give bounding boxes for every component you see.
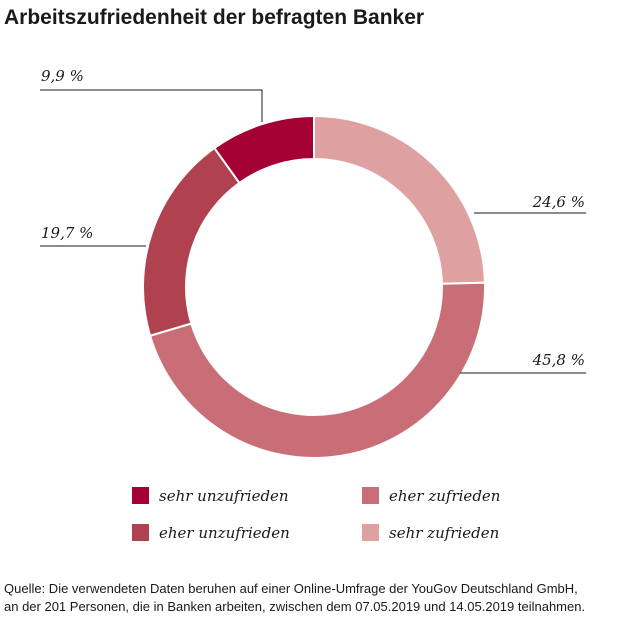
- slice-eher-unzufrieden: [142, 146, 241, 337]
- value-label-sehr-unzufrieden: 9,9 %: [41, 67, 84, 85]
- legend-swatch-sehr-zufrieden: [362, 524, 379, 541]
- leader-sehr-unzufrieden: [40, 89, 263, 122]
- legend-swatch-sehr-unzufrieden: [132, 487, 149, 504]
- callout-leaders: [40, 89, 586, 374]
- legend-label-eher-zufrieden: eher zufrieden: [389, 487, 500, 505]
- legend-swatch-eher-unzufrieden: [132, 524, 149, 541]
- donut-slices: [142, 114, 486, 459]
- slice-sehr-unzufrieden: [212, 114, 315, 185]
- chart-title: Arbeitszufriedenheit der befragten Banke…: [4, 6, 424, 29]
- source-line-1: Quelle: Die verwendeten Daten beruhen au…: [4, 581, 578, 596]
- legend-label-eher-unzufrieden: eher unzufrieden: [159, 524, 290, 542]
- callout-labels: 9,9 % 24,6 % 19,7 % 45,8 %: [41, 67, 585, 369]
- legend-label-sehr-unzufrieden: sehr unzufrieden: [159, 487, 289, 505]
- legend-label-sehr-zufrieden: sehr zufrieden: [389, 524, 499, 542]
- slice-sehr-zufrieden: [313, 114, 486, 285]
- value-label-sehr-zufrieden: 24,6 %: [532, 193, 585, 211]
- legend-swatch-eher-zufrieden: [362, 487, 379, 504]
- legend: sehr unzufrieden eher zufrieden eher unzuf…: [132, 487, 500, 542]
- source-line-2: an der 201 Personen, die in Banken arbei…: [4, 599, 585, 614]
- value-label-eher-unzufrieden: 19,7 %: [41, 224, 93, 242]
- slice-eher-zufrieden: [148, 281, 486, 459]
- value-label-eher-zufrieden: 45,8 %: [532, 351, 585, 369]
